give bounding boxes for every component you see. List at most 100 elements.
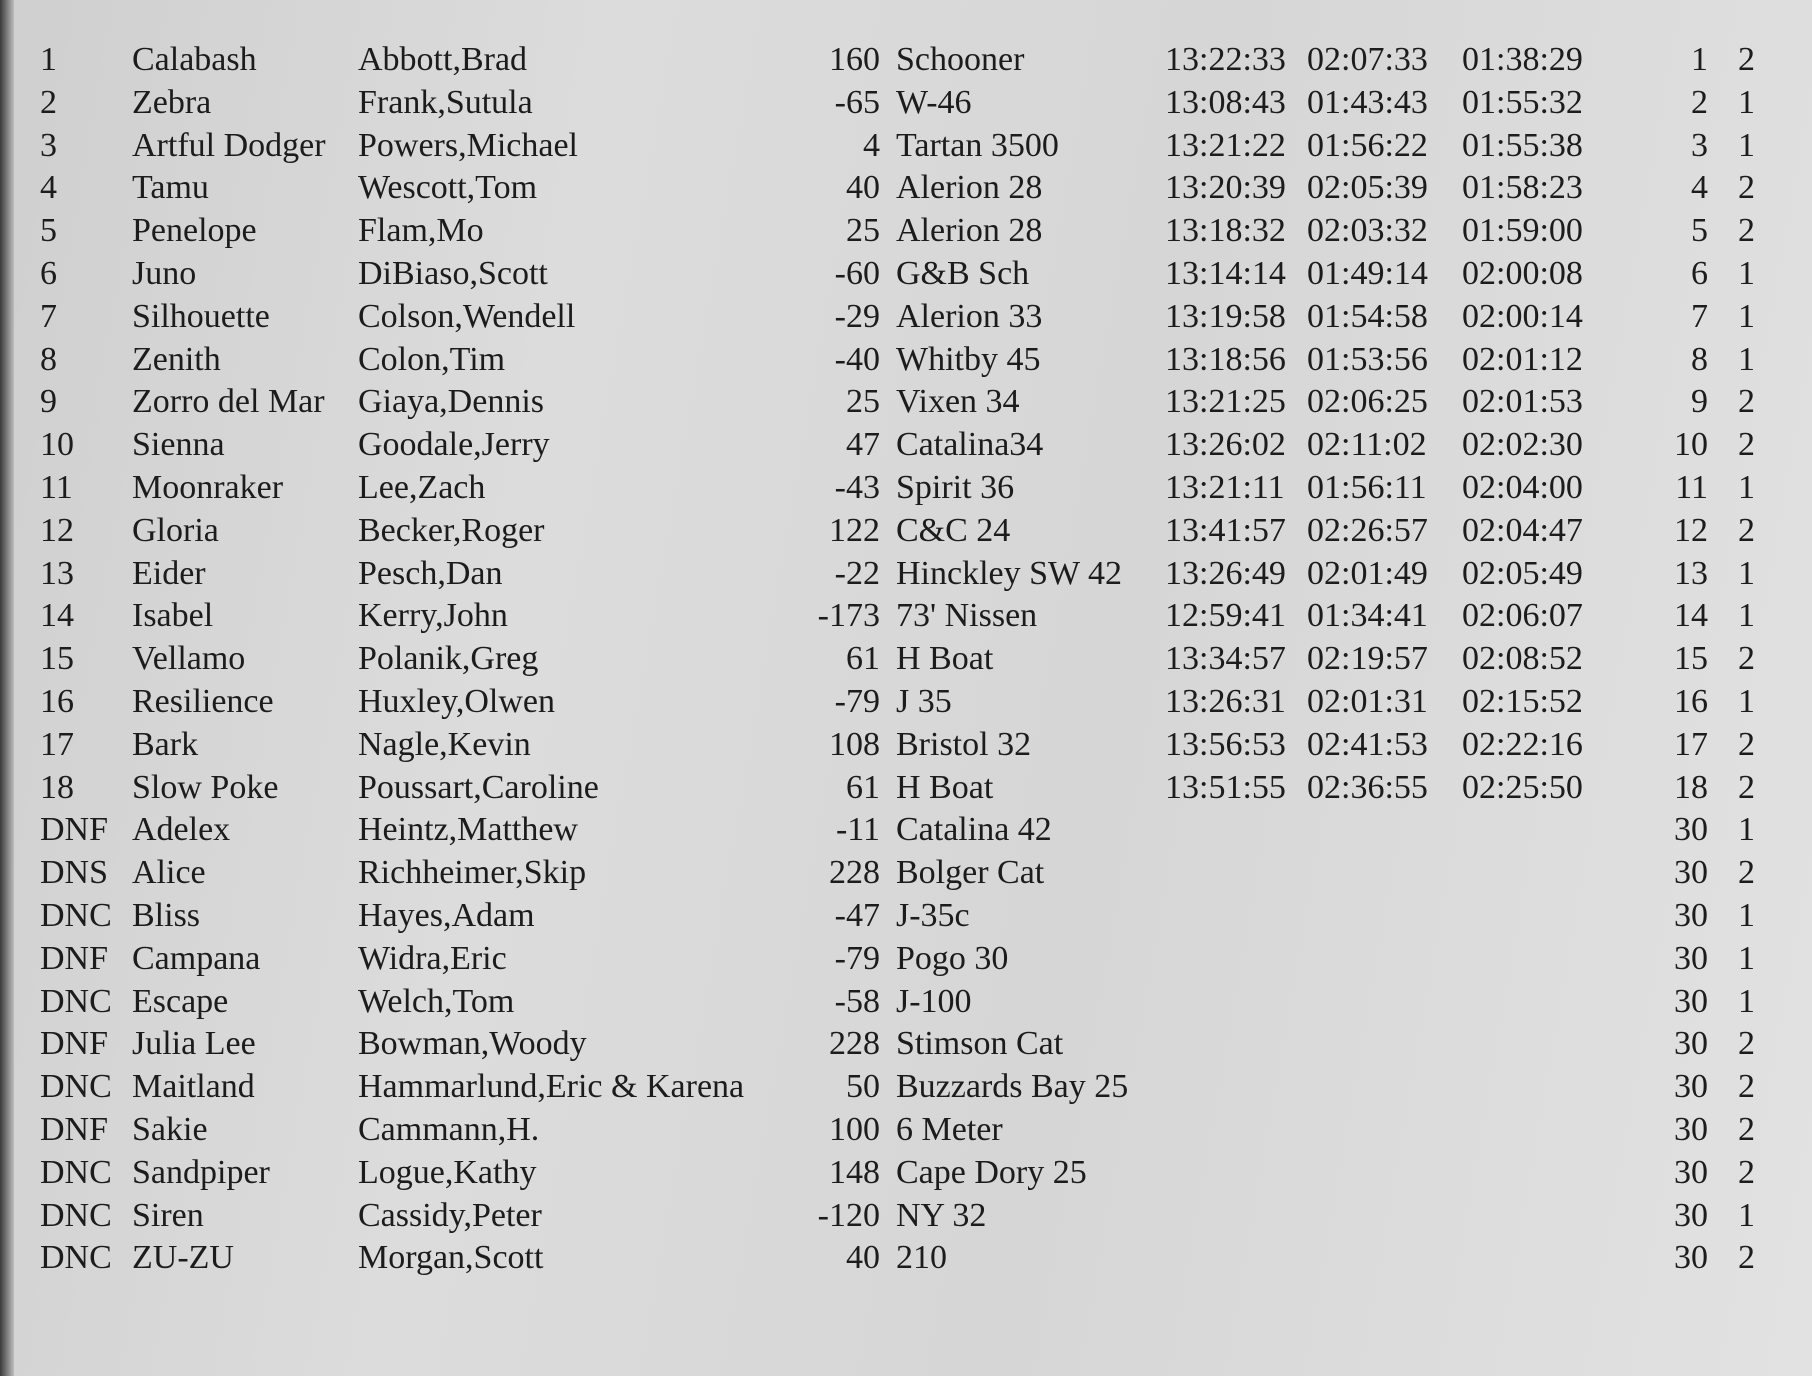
rating-cell: -58 (834, 982, 880, 1020)
points-cell: 18 (1674, 768, 1708, 806)
rating-cell: 228 (829, 854, 880, 892)
place-cell: DNF (40, 1025, 109, 1063)
finish-cell: 12:59:41 (1165, 597, 1286, 635)
place-cell: 17 (40, 725, 74, 763)
place-cell: 14 (40, 597, 74, 635)
skipper-cell: Bowman,Woody (358, 1025, 587, 1063)
place-cell: 2 (40, 83, 57, 121)
boat-cell: Escape (132, 982, 229, 1020)
rating-cell: 25 (846, 383, 880, 421)
finish-cell: 13:51:55 (1165, 768, 1286, 806)
boat-cell: Alice (132, 854, 206, 892)
type-cell: W-46 (896, 83, 972, 121)
place-cell: DNC (40, 1068, 112, 1106)
skipper-cell: Wescott,Tom (358, 169, 538, 207)
points-cell: 11 (1675, 469, 1708, 506)
elapsed-cell: 02:36:55 (1307, 768, 1428, 806)
elapsed-cell: 01:34:41 (1307, 597, 1428, 635)
skipper-cell: Kerry,John (358, 597, 508, 635)
elapsed-cell: 02:07:33 (1307, 41, 1428, 78)
boat-cell: Zorro del Mar (132, 383, 325, 421)
type-cell: Alerion 33 (896, 297, 1043, 335)
division-cell: 1 (1738, 982, 1755, 1020)
elapsed-cell: 02:11:02 (1307, 426, 1427, 464)
finish-cell: 13:41:57 (1165, 511, 1286, 549)
division-cell: 2 (1738, 1025, 1755, 1063)
type-cell: J-100 (896, 982, 972, 1020)
division-cell: 1 (1738, 1196, 1755, 1234)
division-cell: 1 (1738, 83, 1755, 121)
skipper-cell: DiBiaso,Scott (358, 255, 548, 292)
division-cell: 2 (1738, 426, 1755, 464)
rating-cell: 100 (829, 1111, 880, 1148)
finish-cell: 13:14:14 (1165, 255, 1286, 292)
type-cell: Hinckley SW 42 (896, 554, 1123, 592)
boat-cell: Vellamo (132, 640, 246, 678)
finish-cell: 13:34:57 (1165, 640, 1286, 678)
skipper-cell: Morgan,Scott (358, 1239, 544, 1277)
type-cell: J-35c (896, 897, 970, 934)
finish-cell: 13:21:22 (1165, 126, 1286, 164)
division-cell: 1 (1738, 469, 1755, 506)
division-cell: 2 (1738, 640, 1755, 678)
elapsed-cell: 01:54:58 (1307, 297, 1428, 335)
finish-cell: 13:26:31 (1165, 683, 1286, 720)
rating-cell: 50 (846, 1068, 880, 1106)
points-cell: 17 (1674, 725, 1708, 763)
place-cell: 12 (40, 511, 74, 549)
finish-cell: 13:26:49 (1165, 554, 1286, 592)
skipper-cell: Heintz,Matthew (358, 811, 578, 849)
type-cell: Pogo 30 (896, 939, 1009, 977)
finish-cell: 13:08:43 (1165, 83, 1286, 121)
place-cell: 10 (40, 426, 74, 464)
boat-cell: Campana (132, 939, 261, 977)
place-cell: 6 (40, 255, 57, 292)
type-cell: Cape Dory 25 (896, 1153, 1087, 1191)
boat-cell: Juno (132, 255, 197, 292)
finish-cell: 13:26:02 (1165, 426, 1286, 464)
division-cell: 1 (1738, 340, 1755, 378)
division-cell: 2 (1738, 1239, 1755, 1277)
points-cell: 30 (1674, 854, 1708, 892)
elapsed-cell: 02:01:31 (1307, 683, 1428, 720)
skipper-cell: Richheimer,Skip (358, 854, 587, 892)
elapsed-cell: 02:41:53 (1307, 725, 1428, 763)
division-cell: 1 (1738, 683, 1755, 720)
boat-cell: Zenith (132, 340, 221, 378)
boat-cell: Adelex (132, 811, 231, 849)
corrected-cell: 02:02:30 (1462, 426, 1583, 464)
elapsed-cell: 01:49:14 (1307, 255, 1428, 292)
division-cell: 1 (1738, 597, 1755, 635)
corrected-cell: 02:01:53 (1462, 383, 1583, 421)
type-cell: J 35 (896, 683, 952, 720)
boat-cell: Eider (132, 554, 206, 592)
type-cell: C&C 24 (896, 511, 1011, 549)
boat-cell: Artful Dodger (132, 126, 326, 164)
skipper-cell: Logue,Kathy (358, 1153, 537, 1191)
division-cell: 1 (1738, 255, 1755, 292)
points-cell: 12 (1674, 511, 1708, 549)
points-cell: 14 (1674, 597, 1708, 635)
boat-cell: Sandpiper (132, 1153, 270, 1191)
points-cell: 3 (1691, 126, 1708, 164)
boat-cell: Bliss (132, 897, 201, 934)
points-cell: 7 (1691, 297, 1708, 335)
rating-cell: 122 (829, 511, 880, 549)
boat-cell: Sakie (132, 1111, 208, 1148)
points-cell: 10 (1674, 426, 1708, 464)
boat-cell: Penelope (132, 212, 257, 250)
place-cell: DNC (40, 1153, 112, 1191)
type-cell: Alerion 28 (896, 212, 1043, 250)
rating-cell: -11 (835, 811, 880, 849)
corrected-cell: 01:38:29 (1462, 41, 1583, 78)
division-cell: 1 (1738, 939, 1755, 977)
division-cell: 1 (1738, 554, 1755, 592)
boat-cell: Bark (132, 725, 199, 763)
corrected-cell: 02:05:49 (1462, 554, 1583, 592)
corrected-cell: 01:59:00 (1462, 212, 1583, 250)
skipper-cell: Giaya,Dennis (358, 383, 545, 421)
rating-cell: -79 (834, 939, 880, 977)
rating-cell: -60 (834, 255, 880, 292)
corrected-cell: 02:08:52 (1462, 640, 1583, 678)
elapsed-cell: 01:56:22 (1307, 126, 1428, 164)
